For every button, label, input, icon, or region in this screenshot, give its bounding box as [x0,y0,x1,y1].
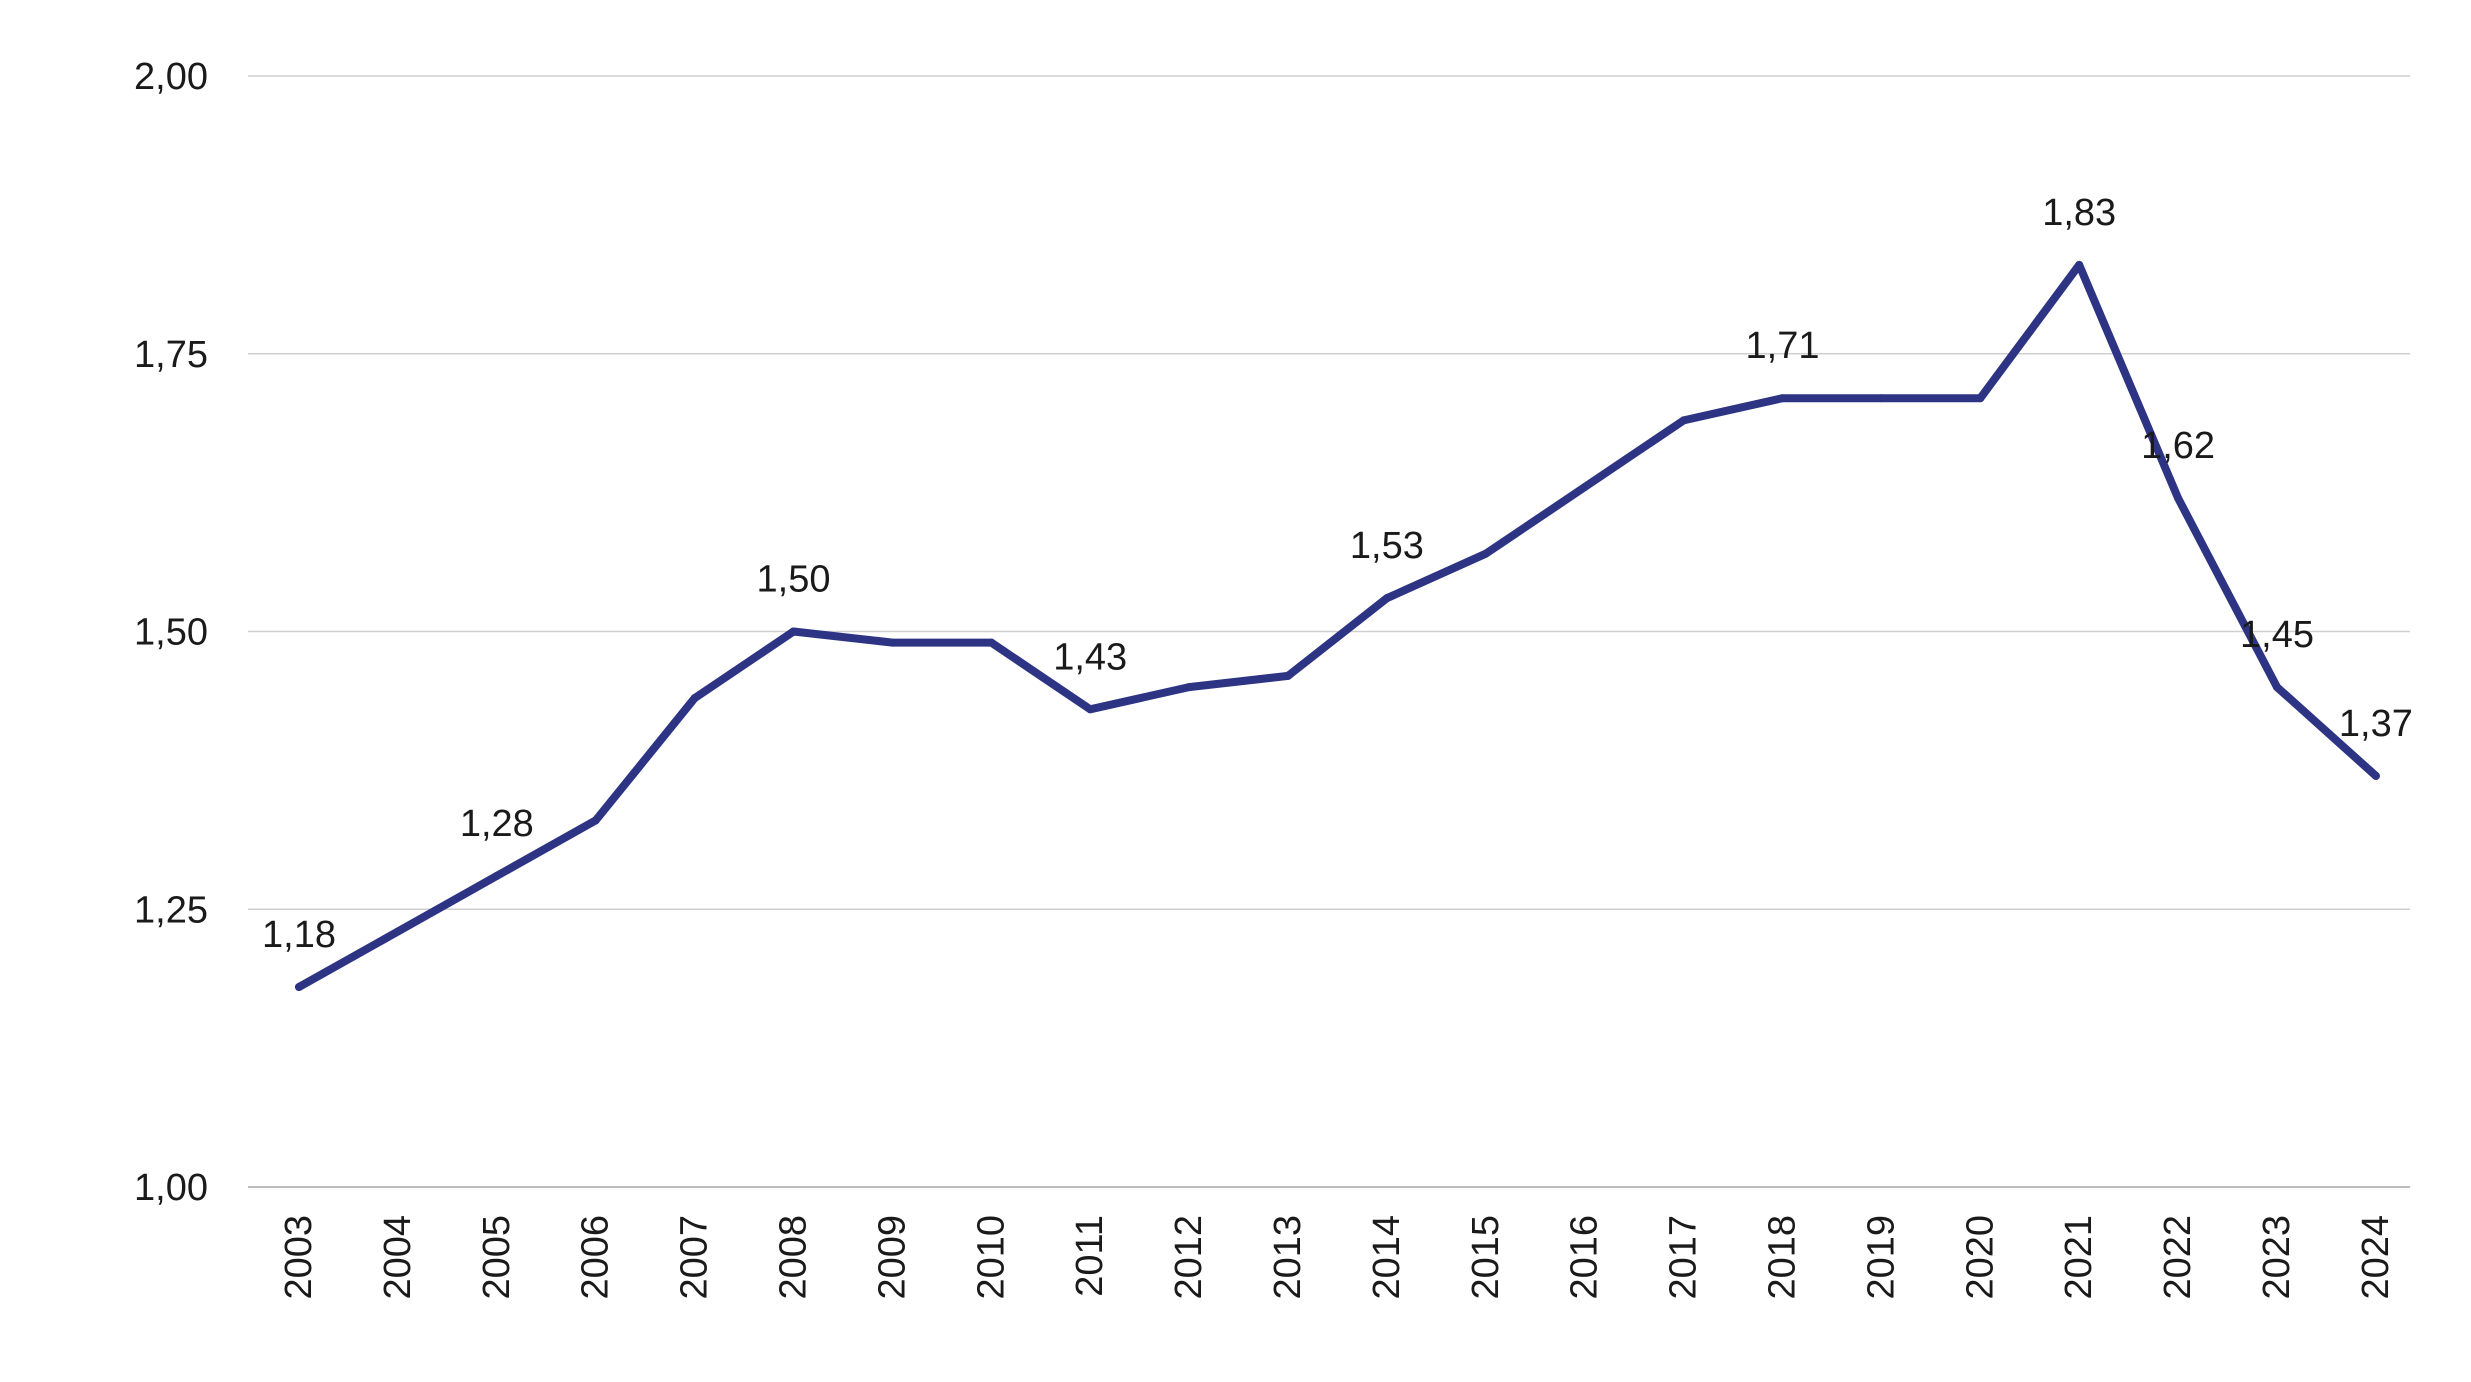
data-point [1778,394,1787,403]
data-point [2174,494,2183,503]
data-point [789,627,798,636]
y-axis-tick-labels: 1,00 1,25 1,50 1,75 2,00 [134,56,208,1209]
x-tick-label: 2017 [1663,1215,1705,1300]
x-tick-label: 2023 [2256,1215,2298,1300]
data-point [1976,394,1985,403]
data-label: 1,50 [757,559,831,601]
data-label: 1,18 [262,914,336,956]
x-tick-label: 2021 [2058,1215,2100,1300]
data-label: 1,71 [1746,325,1820,367]
x-tick-label: 2010 [970,1215,1012,1300]
x-tick-label: 2005 [476,1215,518,1300]
x-tick-label: 2007 [674,1215,716,1300]
data-labels: 1,18 1,28 1,50 1,43 1,53 1,71 1,83 1,62 1,45 1,37 [262,192,2413,956]
y-tick-label: 2,00 [134,56,208,98]
series-line [295,260,2380,991]
data-point [2273,683,2281,692]
data-label: 1,62 [2141,425,2215,467]
data-label: 1,45 [2240,614,2314,656]
data-point [1679,416,1688,425]
data-label: 1,28 [460,803,534,845]
data-point [888,638,897,647]
data-point [1877,394,1886,403]
data-point [1382,594,1391,603]
x-tick-label: 2013 [1267,1215,1309,1300]
data-label: 1,43 [1053,636,1127,678]
data-point [690,694,699,703]
x-tick-label: 2008 [773,1215,815,1300]
data-point [1481,549,1490,558]
data-point [591,816,600,825]
data-label: 1,83 [2042,192,2116,234]
y-tick-label: 1,50 [134,612,208,654]
data-point [987,638,996,647]
x-tick-label: 2011 [1069,1215,1111,1297]
x-tick-label: 2015 [1465,1215,1507,1300]
data-label: 1,37 [2339,703,2413,745]
data-point [2371,771,2380,780]
y-tick-label: 1,25 [134,889,208,931]
data-point [2075,260,2084,269]
x-tick-label: 2012 [1168,1215,1210,1300]
data-label: 1,53 [1350,525,1424,567]
data-point [295,983,303,992]
x-tick-label: 2006 [575,1215,617,1300]
data-point [1580,483,1589,492]
series-layer [295,260,2380,992]
x-tick-label: 2022 [2157,1215,2199,1300]
x-tick-label: 2004 [377,1215,419,1300]
y-tick-label: 1,00 [134,1167,208,1209]
x-tick-label: 2019 [1860,1215,1902,1300]
x-tick-label: 2003 [278,1215,320,1300]
data-point [1185,683,1194,692]
data-point [1284,671,1292,680]
x-tick-label: 2024 [2355,1215,2397,1300]
data-point [492,871,501,880]
gridlines [248,75,2410,1188]
x-tick-label: 2016 [1564,1215,1606,1300]
x-tick-label: 2014 [1366,1215,1408,1300]
x-tick-label: 2018 [1762,1215,1804,1300]
y-tick-label: 1,75 [134,334,208,376]
x-axis-tick-labels: 2003 2004 2005 2006 2007 2008 2009 2010 2011 2012… [278,1215,2397,1300]
data-point [1086,705,1095,714]
x-tick-label: 2020 [1959,1215,2001,1300]
x-tick-label: 2009 [871,1215,913,1300]
data-point [393,927,402,936]
